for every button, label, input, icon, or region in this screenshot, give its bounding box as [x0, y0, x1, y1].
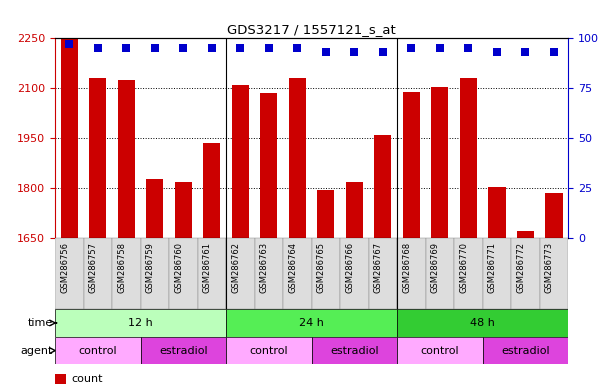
- FancyBboxPatch shape: [397, 337, 483, 364]
- FancyBboxPatch shape: [226, 337, 312, 364]
- Bar: [146, 179, 163, 238]
- Text: GSM286773: GSM286773: [545, 242, 554, 293]
- FancyBboxPatch shape: [112, 238, 141, 309]
- FancyBboxPatch shape: [454, 238, 483, 309]
- FancyBboxPatch shape: [483, 238, 511, 309]
- Bar: [488, 187, 505, 238]
- FancyBboxPatch shape: [312, 337, 397, 364]
- Point: [122, 45, 131, 51]
- Point: [521, 49, 530, 55]
- FancyBboxPatch shape: [55, 337, 141, 364]
- Text: GSM286764: GSM286764: [288, 242, 298, 293]
- Bar: [89, 78, 106, 238]
- Text: GSM286756: GSM286756: [60, 242, 69, 293]
- FancyBboxPatch shape: [397, 238, 426, 309]
- Bar: [289, 78, 306, 238]
- FancyBboxPatch shape: [397, 309, 568, 337]
- Bar: [346, 182, 363, 238]
- Text: estradiol: estradiol: [159, 346, 208, 356]
- Point: [150, 45, 159, 51]
- Text: control: control: [78, 346, 117, 356]
- Point: [464, 45, 474, 51]
- Bar: [260, 93, 277, 238]
- FancyBboxPatch shape: [340, 238, 368, 309]
- Text: GSM286763: GSM286763: [260, 242, 269, 293]
- Text: GSM286767: GSM286767: [374, 242, 383, 293]
- Text: GSM286769: GSM286769: [431, 242, 440, 293]
- FancyBboxPatch shape: [141, 238, 169, 309]
- Bar: [55, 238, 568, 309]
- Bar: [203, 143, 221, 238]
- Point: [293, 45, 302, 51]
- Text: time: time: [28, 318, 53, 328]
- Point: [207, 45, 217, 51]
- Text: GSM286765: GSM286765: [317, 242, 326, 293]
- Bar: [317, 190, 334, 238]
- Point: [435, 45, 445, 51]
- Bar: [403, 92, 420, 238]
- Bar: [517, 231, 534, 238]
- Text: GSM286759: GSM286759: [146, 242, 155, 293]
- Point: [349, 49, 359, 55]
- FancyBboxPatch shape: [255, 238, 283, 309]
- Text: GSM286757: GSM286757: [89, 242, 98, 293]
- Point: [235, 45, 245, 51]
- Bar: [375, 135, 392, 238]
- FancyBboxPatch shape: [511, 238, 540, 309]
- Bar: [232, 85, 249, 238]
- Text: control: control: [420, 346, 459, 356]
- Text: GSM286760: GSM286760: [174, 242, 183, 293]
- Text: 12 h: 12 h: [128, 318, 153, 328]
- Point: [64, 41, 74, 48]
- Text: GSM286771: GSM286771: [488, 242, 497, 293]
- Text: 48 h: 48 h: [470, 318, 495, 328]
- FancyBboxPatch shape: [141, 337, 226, 364]
- FancyBboxPatch shape: [283, 238, 312, 309]
- FancyBboxPatch shape: [55, 309, 226, 337]
- Text: GSM286768: GSM286768: [403, 242, 411, 293]
- Text: control: control: [249, 346, 288, 356]
- Text: agent: agent: [21, 346, 53, 356]
- Title: GDS3217 / 1557121_s_at: GDS3217 / 1557121_s_at: [227, 23, 396, 36]
- Bar: [60, 39, 78, 238]
- FancyBboxPatch shape: [226, 238, 255, 309]
- Text: GSM286770: GSM286770: [459, 242, 469, 293]
- Point: [549, 49, 559, 55]
- FancyBboxPatch shape: [55, 238, 84, 309]
- Text: GSM286758: GSM286758: [117, 242, 126, 293]
- Point: [321, 49, 331, 55]
- Text: GSM286762: GSM286762: [232, 242, 240, 293]
- FancyBboxPatch shape: [426, 238, 454, 309]
- Text: estradiol: estradiol: [330, 346, 379, 356]
- Text: 24 h: 24 h: [299, 318, 324, 328]
- Bar: [175, 182, 192, 238]
- Point: [406, 45, 416, 51]
- FancyBboxPatch shape: [197, 238, 226, 309]
- Point: [492, 49, 502, 55]
- Bar: [55, 374, 66, 384]
- FancyBboxPatch shape: [312, 238, 340, 309]
- FancyBboxPatch shape: [540, 238, 568, 309]
- Text: GSM286772: GSM286772: [516, 242, 525, 293]
- Point: [93, 45, 103, 51]
- FancyBboxPatch shape: [226, 309, 397, 337]
- Bar: [460, 78, 477, 238]
- Point: [178, 45, 188, 51]
- Point: [378, 49, 388, 55]
- Text: count: count: [71, 374, 103, 384]
- Text: GSM286766: GSM286766: [345, 242, 354, 293]
- FancyBboxPatch shape: [483, 337, 568, 364]
- Text: GSM286761: GSM286761: [203, 242, 212, 293]
- Bar: [546, 193, 563, 238]
- Bar: [118, 80, 135, 238]
- FancyBboxPatch shape: [169, 238, 197, 309]
- Point: [264, 45, 274, 51]
- Text: estradiol: estradiol: [501, 346, 550, 356]
- FancyBboxPatch shape: [84, 238, 112, 309]
- FancyBboxPatch shape: [368, 238, 397, 309]
- Bar: [431, 87, 448, 238]
